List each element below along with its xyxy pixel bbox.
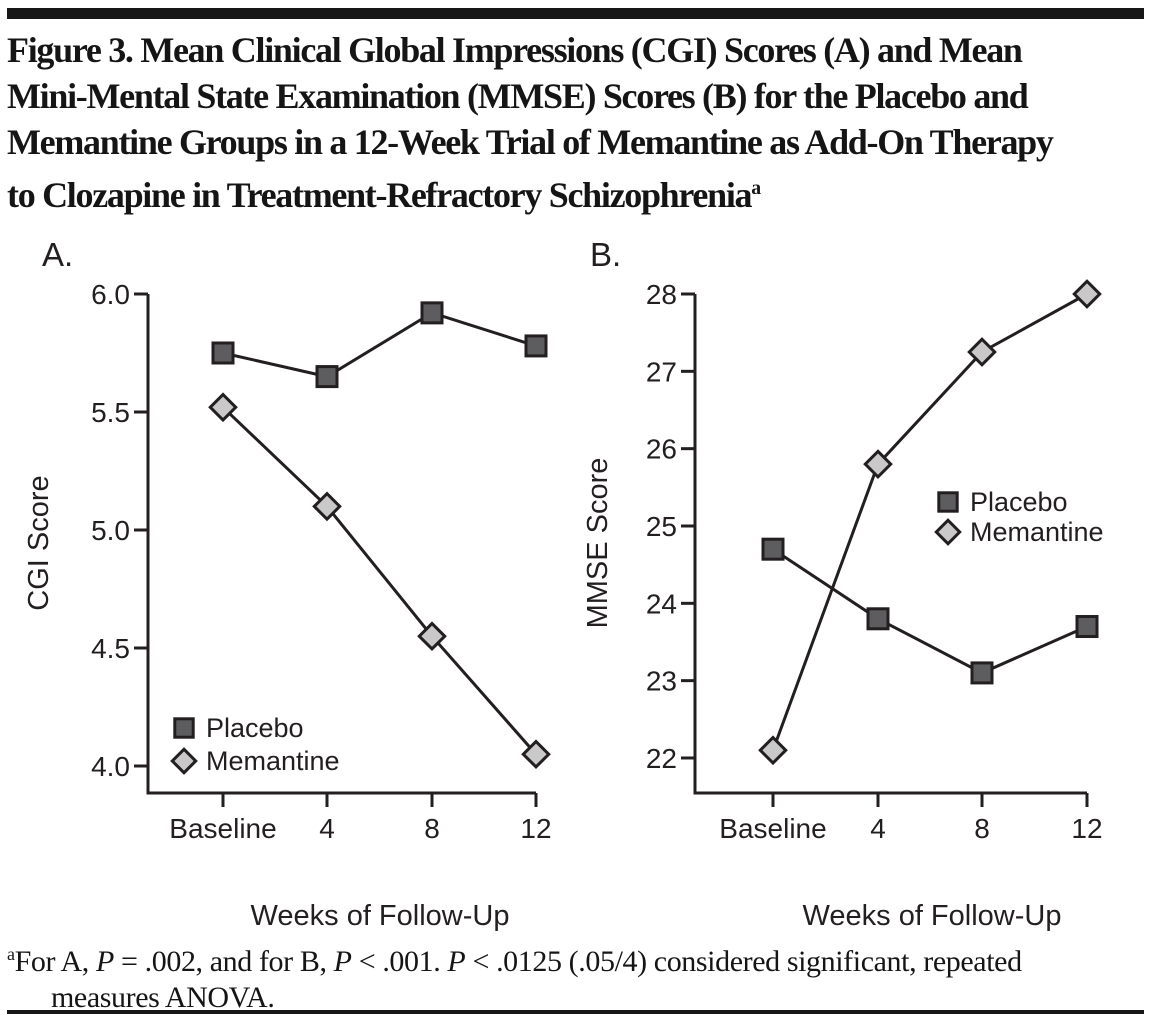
axes [146,294,536,795]
x-tick-label: 12 [1071,813,1102,844]
data-point-placebo [866,607,890,631]
data-point-memantine [417,621,447,652]
footnote-italic-p: P [95,945,114,978]
footnote-italic-p: P [333,945,352,978]
data-point-placebo [315,365,339,389]
legend-label-memantine: Memantine [206,746,340,776]
x-tick-label: 8 [974,813,990,844]
axes [693,294,1087,795]
chart-a: A. 6.0 5.5 5.0 4.5 4.0 Baseline 4 8 12 CGI Score We… [23,236,552,932]
panel-label-b: B. [590,236,621,273]
legend-label-memantine: Memantine [970,517,1104,547]
series-line-memantine [221,406,538,756]
legend-marker-placebo [173,717,195,739]
data-point-placebo [524,334,548,358]
title-line: Memantine Groups in a 12-Week Trial of M… [7,122,1054,162]
panel-label-a: A. [42,236,73,273]
data-point-memantine [1072,279,1102,309]
footnote-segment: measures ANOVA. [51,981,275,1014]
legend-marker-placebo [937,491,959,513]
title-line: Figure 3. Mean Clinical Global Impressio… [7,30,1023,70]
y-tick-label: 23 [646,666,677,697]
y-tick-label: 28 [646,279,677,310]
footnote-superscript: a [7,944,15,964]
footnote-text: For A, P = .002, and for B, P < .001. P … [15,945,1022,1014]
legend-label-placebo: Placebo [206,713,304,743]
figure-title: Figure 3. Mean Clinical Global Impressio… [7,27,1149,218]
legend-label-placebo: Placebo [970,487,1068,517]
title-superscript: a [751,177,762,199]
legend-marker-memantine [170,747,198,775]
series-line-memantine [771,292,1088,751]
y-tick-label: 26 [646,434,677,465]
x-tick-label: Baseline [169,813,276,844]
series-line-placebo [772,547,1088,675]
x-tick-label: 8 [424,813,440,844]
y-tick-label: 25 [646,511,677,542]
footnote-segment: For A, [14,945,96,978]
x-axis-label: Weeks of Follow-Up [803,900,1062,932]
x-tick-label: 4 [319,813,335,844]
y-tick-label: 24 [646,588,677,619]
title-line-text: to Clozapine in Treatment-Refractory Sch… [7,175,753,215]
data-point-placebo [420,301,444,325]
x-tick-label: 12 [520,813,551,844]
data-point-placebo [761,537,785,561]
y-tick-label: 22 [646,743,677,774]
data-point-memantine [312,491,342,522]
data-point-placebo [970,661,994,685]
top-rule [7,8,1144,19]
footnote-segment: = .002, and for B, [113,945,334,978]
chart-b: B. 28 27 26 25 24 23 22 Baseline 4 8 12 MMSE Score We… [582,236,1104,932]
data-point-memantine [521,739,551,770]
footnote-segment: < .0125 (.05/4) considered significant, … [465,945,1022,978]
y-axis-label: CGI Score [23,475,55,610]
y-tick-label: 4.0 [91,751,130,782]
title-line: Mini-Mental State Examination (MMSE) Sco… [7,76,1029,116]
footnote: aFor A, P = .002, and for B, P < .001. P… [7,936,1152,1016]
data-point-memantine [967,337,997,367]
y-tick-label: 4.5 [91,633,130,664]
x-axis-label: Weeks of Follow-Up [251,900,510,932]
footnote-italic-p: P [447,945,466,978]
data-point-memantine [208,392,238,423]
x-tick-label: 4 [870,813,886,844]
data-point-memantine [863,449,893,479]
y-tick-label: 5.5 [91,397,130,428]
legend-marker-memantine [934,518,962,546]
x-tick-label: Baseline [719,813,826,844]
footnote-segment: < .001. [351,945,448,978]
y-tick-label: 27 [646,356,677,387]
data-point-placebo [1075,615,1099,639]
y-tick-label: 6.0 [91,279,130,310]
bottom-rule [7,1010,1144,1014]
data-point-memantine [758,735,788,766]
y-tick-label: 5.0 [91,515,130,546]
y-axis-label: MMSE Score [582,458,614,629]
title-line: to Clozapine in Treatment-Refractory Sch… [7,165,1149,218]
series-line-placebo [222,311,537,379]
data-point-placebo [211,341,235,365]
